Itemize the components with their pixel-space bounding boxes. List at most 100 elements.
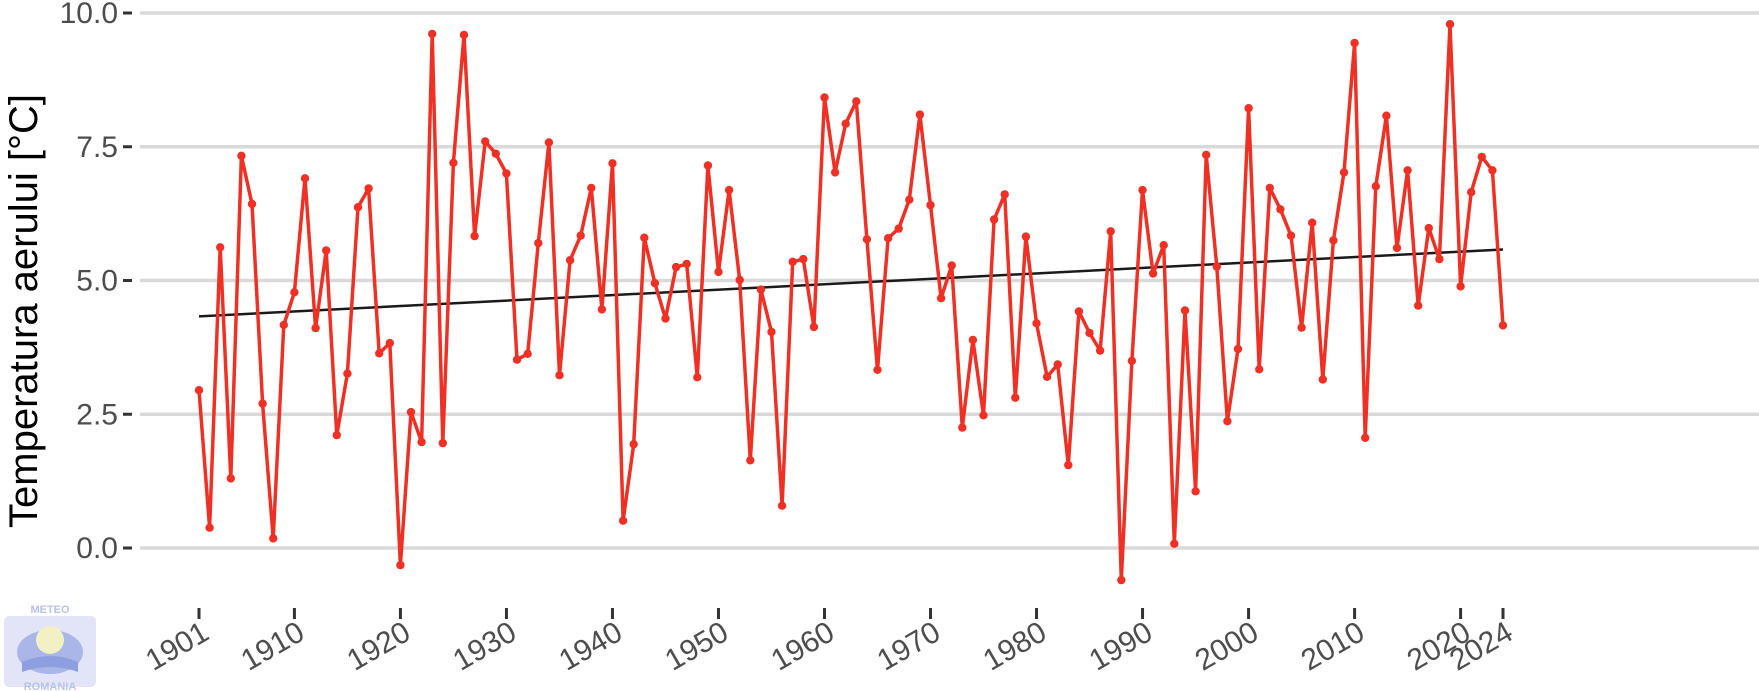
data-point [883,234,893,243]
x-tick-label: 1960 [766,615,840,677]
data-point [1127,356,1137,365]
data-point [481,137,490,146]
data-point [1308,218,1317,227]
data-point [385,338,394,348]
data-point [777,501,787,510]
x-tick-label: 1910 [236,615,310,677]
data-point [1424,223,1434,233]
data-point [862,235,872,244]
y-tick-label: 2.5 [76,398,118,431]
data-point [491,149,500,158]
data-point [1276,205,1285,214]
data-point [1106,227,1115,236]
data-point [958,423,967,432]
data-point [279,320,288,330]
data-point [449,158,458,167]
data-point [1011,393,1020,402]
data-point [1371,182,1381,191]
meteo-romania-logo: METEO ROMANIA [4,604,96,691]
data-point [618,516,628,525]
data-point [1456,282,1465,291]
data-point [809,322,819,332]
data-point [1498,321,1508,330]
data-point [1095,346,1105,355]
data-point [1202,150,1211,159]
data-point [512,355,522,364]
data-point [247,199,257,209]
x-tick-label: 1990 [1084,615,1158,677]
data-point [1244,104,1253,113]
data-point [269,534,278,543]
data-point [194,386,204,395]
data-point [459,30,469,40]
data-point [1339,168,1349,177]
data-point [597,305,607,314]
data-point [523,349,532,358]
data-point [1477,152,1487,162]
x-tick-label: 1940 [554,615,628,677]
data-point [300,174,310,183]
y-tick-label: 5.0 [76,265,118,298]
data-point [979,411,988,420]
data-point [534,238,543,248]
x-tick-label: 1950 [660,615,734,677]
data-point [650,279,660,288]
data-point [735,275,744,285]
logo-bottom-text: ROMANIA [24,681,77,691]
data-point [1265,183,1275,193]
data-point [947,261,956,270]
data-point [322,246,331,255]
data-point [1212,262,1222,271]
data-point [1085,328,1094,338]
data-point [1488,166,1497,175]
data-point [841,119,850,128]
data-point [1297,323,1306,332]
x-tick-label: 1901 [140,615,214,677]
y-axis-label: Temperatura aerului [°C] [2,94,46,528]
data-point [1180,306,1190,315]
data-point [375,349,384,358]
data-point [915,110,925,119]
data-point [544,138,554,147]
data-point [470,231,479,241]
data-point [693,373,702,382]
x-tick-label: 1920 [342,615,416,677]
y-tick-label: 7.5 [76,131,118,164]
data-point [565,256,575,265]
data-point [830,168,840,177]
data-point [905,195,914,204]
data-point [205,523,214,532]
series-points [194,20,1508,585]
data-point [364,184,373,193]
data-point [873,365,882,374]
data-point [1064,460,1073,470]
series-line [197,22,1505,582]
data-point [703,161,713,170]
data-point [746,456,755,465]
data-point [1435,254,1444,264]
data-point [1032,319,1041,328]
data-point [353,203,363,212]
data-point [608,159,617,168]
x-axis-ticks: 1901 1910 1920 1930 1940 1950 1960 1970 1980 1990… [140,608,1519,677]
data-point [682,259,691,269]
y-tick-label: 10.0 [60,0,118,30]
data-point [1042,372,1052,381]
data-point [714,267,723,277]
y-axis-ticks: 0.0 2.5 5.0 7.5 10.0 [60,0,132,565]
data-point [1138,185,1147,195]
x-tick-label: 1980 [978,615,1052,677]
data-point [1223,417,1232,426]
data-point [852,97,861,106]
data-point [1403,166,1412,175]
grid-lines [140,11,1759,550]
trend-line [198,248,1504,318]
data-point [417,437,426,447]
x-tick-label: 2010 [1296,615,1370,677]
data-point [820,93,829,102]
data-point [1191,487,1200,496]
data-point [502,169,511,178]
data-point [629,440,638,449]
data-point [290,288,299,297]
data-point [576,231,585,240]
